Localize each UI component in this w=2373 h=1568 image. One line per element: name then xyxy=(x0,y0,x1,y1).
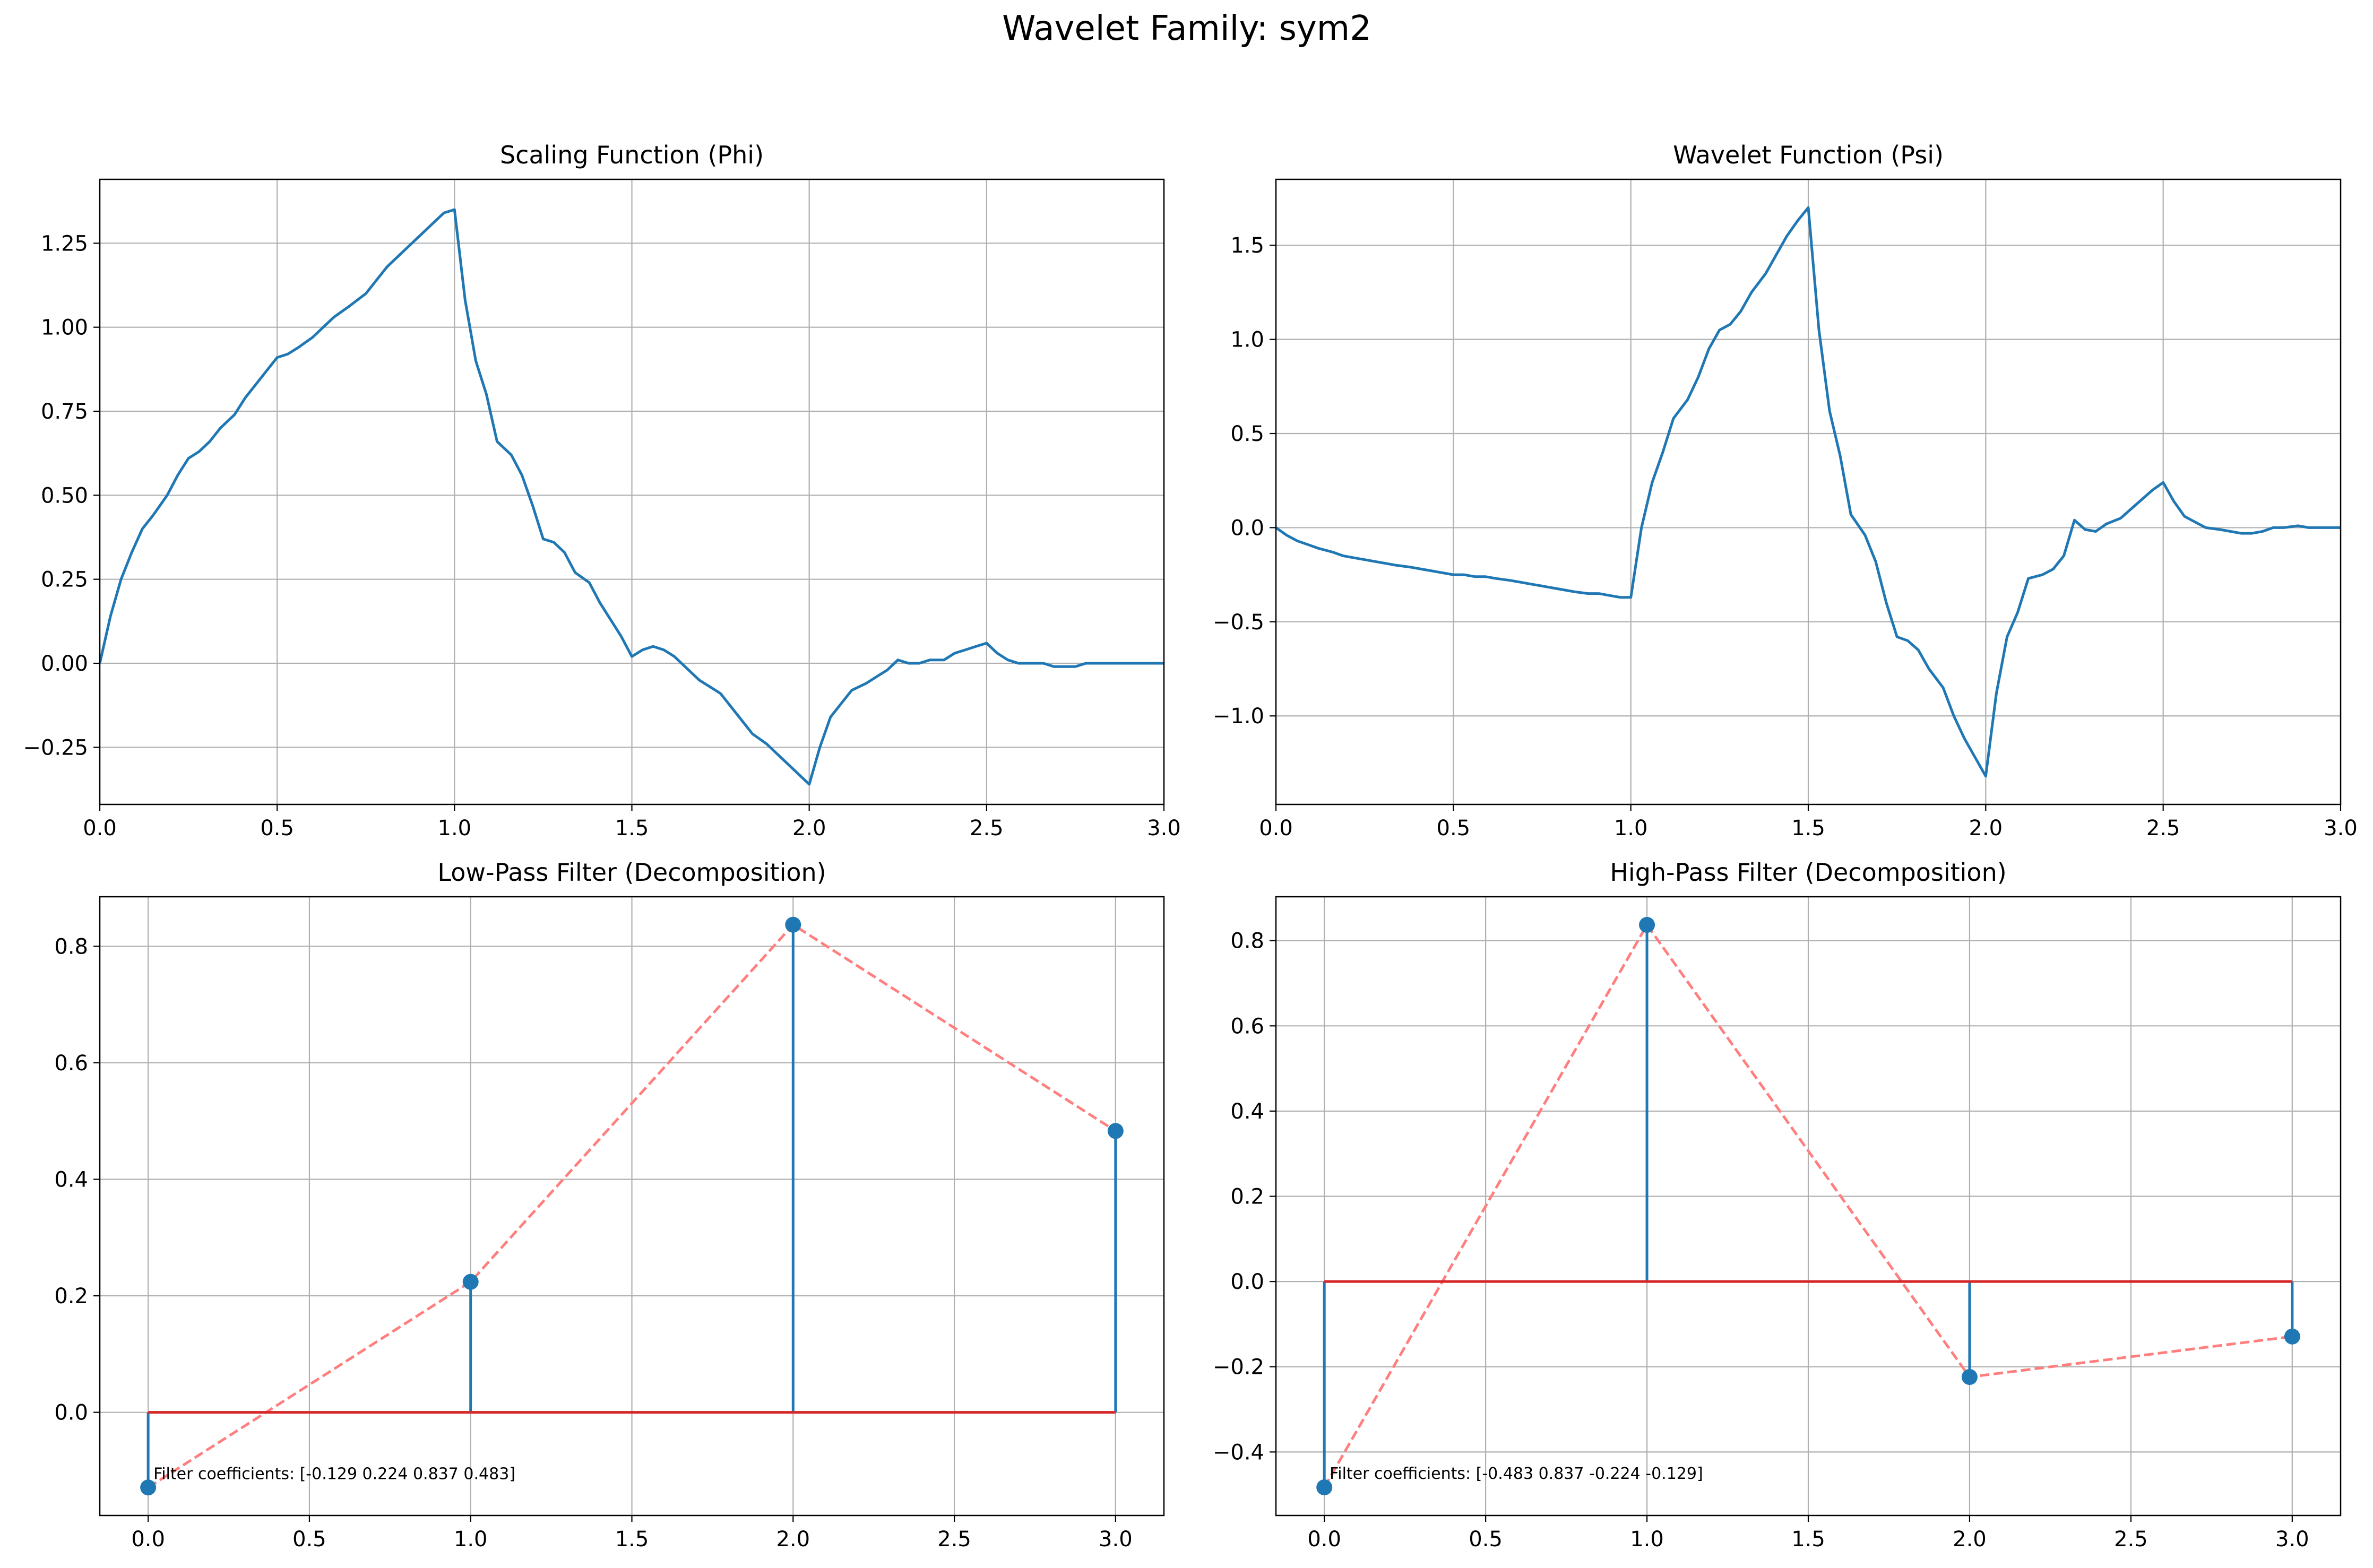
subplot-title: Low-Pass Filter (Decomposition) xyxy=(437,858,826,887)
x-tick-label: 2.0 xyxy=(776,1527,810,1552)
x-tick-label: 2.5 xyxy=(937,1527,971,1552)
series-line xyxy=(100,208,1164,786)
subplot-title: Scaling Function (Phi) xyxy=(500,141,764,169)
x-tick-label: 3.0 xyxy=(2324,816,2358,841)
x-tick-label: 2.0 xyxy=(792,816,826,841)
stem-marker xyxy=(462,1274,479,1290)
connector-dashed-line xyxy=(1323,922,2293,1488)
y-tick-label: 0.25 xyxy=(41,568,88,592)
stem-marker xyxy=(1639,917,1655,933)
x-tick-label: 3.0 xyxy=(2275,1527,2309,1552)
axes-frame xyxy=(1275,178,2342,805)
grid xyxy=(1275,179,2342,804)
filter-coefficients-annotation: Filter coefficients: [-0.129 0.224 0.837… xyxy=(153,1465,515,1483)
x-tick-label: 2.5 xyxy=(970,816,1004,841)
y-tick-label: 0.6 xyxy=(1230,1014,1264,1038)
subplot-title: Wavelet Function (Psi) xyxy=(1673,141,1944,169)
y-tick-label: 0.4 xyxy=(1230,1099,1264,1124)
stem-marker xyxy=(1316,1479,1333,1495)
y-tick-label: −0.4 xyxy=(1213,1440,1264,1465)
stem-marker xyxy=(1961,1369,1978,1385)
stem-marker xyxy=(2284,1328,2300,1345)
plot-area xyxy=(146,923,1117,1489)
y-tick-label: −0.2 xyxy=(1213,1355,1264,1380)
y-tick-label: 0.50 xyxy=(41,483,88,508)
y-tick-label: 1.5 xyxy=(1230,233,1264,258)
x-tick-label: 2.0 xyxy=(1969,816,2003,841)
subplot-1: Scaling Function (Phi) 0.0 0.5 1.0 1.5 2.0 2.5… xyxy=(23,141,1180,841)
y-tick-label: −0.25 xyxy=(23,735,88,760)
axes-frame xyxy=(1275,896,2342,1517)
subplot-title: High-Pass Filter (Decomposition) xyxy=(1610,858,2006,887)
stem-marker xyxy=(785,916,801,933)
x-tick-label: 0.5 xyxy=(1469,1527,1503,1552)
x-tick-label: 3.0 xyxy=(1147,816,1181,841)
plot-area xyxy=(1276,206,2341,778)
x-tick-label: 1.5 xyxy=(1791,816,1825,841)
stem-marker xyxy=(140,1479,157,1496)
plot-area xyxy=(1323,922,2294,1488)
y-tick-label: 0.0 xyxy=(54,1401,88,1425)
subplot-4: High-Pass Filter (Decomposition) 0.0 0.5 1.… xyxy=(1213,858,2342,1552)
x-tick-label: 1.0 xyxy=(454,1527,488,1552)
grid xyxy=(99,179,1165,804)
figure-title: Wavelet Family: sym2 xyxy=(1002,9,1371,48)
x-tick-label: 0.0 xyxy=(131,1527,165,1552)
y-tick-label: −1.0 xyxy=(1213,704,1264,729)
x-tick-label: 1.5 xyxy=(615,1527,649,1552)
y-tick-label: −0.5 xyxy=(1213,610,1264,635)
axes-frame xyxy=(99,896,1165,1517)
y-tick-label: 0.5 xyxy=(1230,422,1264,446)
y-tick-label: 0.00 xyxy=(41,652,88,676)
y-tick-label: 0.0 xyxy=(1230,1270,1264,1294)
x-tick-label: 2.5 xyxy=(2146,816,2180,841)
y-tick-label: 1.00 xyxy=(41,316,88,340)
x-tick-label: 1.5 xyxy=(615,816,649,841)
subplot-3: Low-Pass Filter (Decomposition) 0.0 0.5 1.0… xyxy=(54,858,1165,1552)
y-tick-label: 1.25 xyxy=(41,231,88,256)
y-tick-label: 0.8 xyxy=(1230,929,1264,954)
x-tick-label: 1.5 xyxy=(1791,1527,1825,1552)
y-tick-label: 0.4 xyxy=(54,1167,88,1192)
x-tick-label: 1.0 xyxy=(438,816,472,841)
x-tick-label: 0.0 xyxy=(1259,816,1293,841)
connector-dashed-line xyxy=(147,923,1117,1489)
x-tick-label: 0.0 xyxy=(1307,1527,1341,1552)
y-tick-label: 0.8 xyxy=(54,934,88,959)
x-tick-label: 0.5 xyxy=(292,1527,326,1552)
y-tick-label: 0.2 xyxy=(54,1284,88,1309)
y-tick-label: 0.2 xyxy=(1230,1185,1264,1209)
series-line xyxy=(1276,206,2341,778)
axes-frame xyxy=(99,178,1165,805)
y-tick-label: 1.0 xyxy=(1230,328,1264,352)
stem-marker xyxy=(1107,1123,1124,1139)
x-tick-label: 0.5 xyxy=(260,816,294,841)
x-tick-label: 0.5 xyxy=(1437,816,1471,841)
x-tick-label: 1.0 xyxy=(1614,816,1648,841)
x-tick-label: 2.5 xyxy=(2114,1527,2148,1552)
y-tick-label: 0.0 xyxy=(1230,516,1264,540)
x-tick-label: 0.0 xyxy=(83,816,117,841)
y-tick-label: 0.6 xyxy=(54,1051,88,1076)
x-tick-label: 3.0 xyxy=(1099,1527,1133,1552)
y-tick-label: 0.75 xyxy=(41,400,88,424)
subplots: Scaling Function (Phi) 0.0 0.5 1.0 1.5 2.0 2.5… xyxy=(23,141,2357,1552)
subplot-2: Wavelet Function (Psi) 0.0 0.5 1.0 1.5 2.0 2.5… xyxy=(1213,141,2358,841)
filter-coefficients-annotation: Filter coefficients: [-0.483 0.837 -0.22… xyxy=(1330,1465,1703,1483)
x-tick-label: 2.0 xyxy=(1953,1527,1987,1552)
plot-area xyxy=(100,208,1164,786)
x-tick-label: 1.0 xyxy=(1630,1527,1664,1552)
